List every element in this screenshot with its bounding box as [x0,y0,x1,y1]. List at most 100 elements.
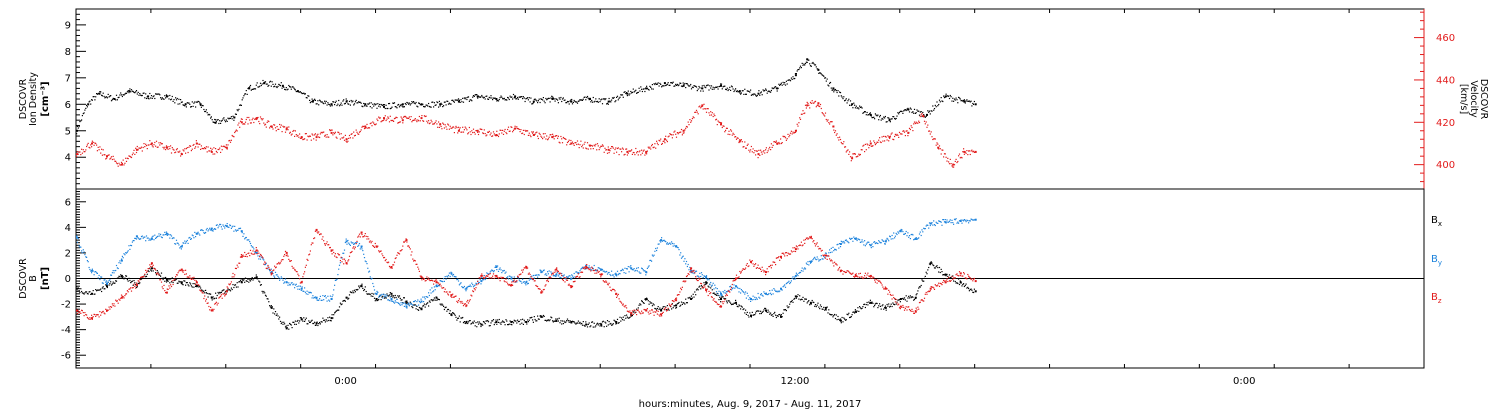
data-sample [481,277,483,279]
data-sample [249,242,252,245]
data-sample [208,293,210,295]
data-sample [469,320,471,322]
data-sample [210,147,212,149]
data-sample [649,301,651,303]
data-sample [733,284,735,286]
data-sample [230,116,232,118]
data-sample [537,318,539,320]
data-sample [836,319,838,321]
data-point [514,95,517,98]
data-sample [970,218,972,220]
data-sample [184,273,186,275]
data-sample [423,301,425,303]
data-sample [882,140,884,142]
data-sample [328,136,330,138]
data-sample [101,282,103,284]
data-sample [294,287,296,289]
data-point [311,100,314,103]
data-sample [331,296,333,298]
data-sample [800,298,802,300]
data-sample [106,283,108,285]
data-sample [165,149,167,151]
data-sample [438,121,440,123]
data-sample [518,279,520,281]
data-sample [914,297,916,299]
data-sample [781,84,783,86]
data-sample [651,84,653,86]
data-point [457,100,460,103]
data-sample [720,122,723,124]
data-sample [357,245,359,247]
data-sample [233,276,235,278]
data-sample [136,145,138,148]
data-sample [917,290,919,292]
data-sample [908,295,910,297]
data-sample [99,278,101,281]
data-sample [943,153,946,155]
data-sample [867,304,869,306]
data-sample [260,256,262,258]
data-sample [864,151,866,153]
data-sample [220,292,222,294]
data-sample [311,133,313,135]
data-sample [838,139,840,141]
data-sample [222,145,224,148]
data-sample [478,281,480,284]
data-sample [734,287,736,289]
data-sample [506,99,508,101]
data-sample [314,99,316,101]
data-sample [143,236,145,238]
data-sample [915,294,917,296]
data-sample [472,286,475,288]
data-sample [725,129,727,131]
data-sample [533,277,535,279]
data-sample [697,275,699,277]
data-sample [189,282,191,284]
data-sample [735,299,737,301]
data-sample [894,298,896,300]
data-sample [147,97,149,99]
data-sample [197,231,199,233]
data-sample [890,303,892,305]
data-sample [943,221,946,223]
data-sample [288,84,290,87]
data-sample [772,88,774,90]
data-sample [727,89,729,92]
data-sample [719,296,721,298]
data-sample [679,131,681,133]
data-sample [661,240,663,242]
data-sample [468,100,470,102]
data-sample [285,281,287,283]
data-sample [311,297,313,299]
data-sample [572,276,574,278]
data-sample [510,323,512,325]
data-sample [612,274,614,276]
data-sample [290,324,292,326]
data-sample [484,278,486,281]
data-sample [807,102,809,105]
data-sample [245,90,247,92]
data-point [839,319,842,322]
data-sample [799,118,802,120]
data-sample [457,126,460,128]
data-sample [407,303,409,305]
data-sample [779,290,781,292]
data-sample [140,95,143,97]
data-sample [807,59,809,61]
data-sample [793,132,795,134]
data-sample [800,113,802,115]
data-sample [685,87,687,89]
data-sample [609,100,611,102]
data-sample [938,271,940,273]
data-sample [654,307,656,310]
data-sample [314,324,316,326]
data-sample [754,314,756,316]
data-sample [956,222,958,224]
data-sample [448,312,450,314]
data-point [199,103,202,106]
data-sample [154,97,156,100]
data-sample [611,146,613,148]
data-sample [542,314,544,317]
data-sample [751,299,753,301]
data-sample [616,95,619,97]
